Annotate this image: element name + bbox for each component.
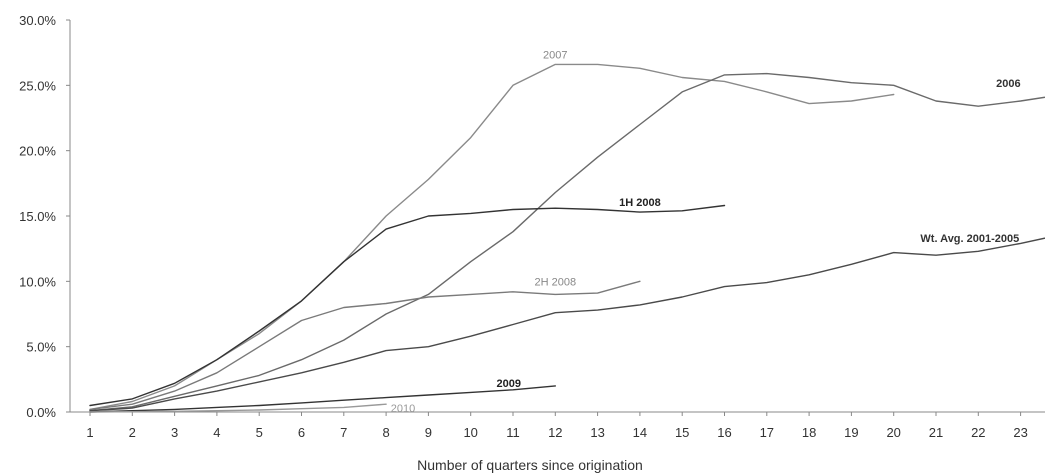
y-axis: 0.0% 5.0% 10.0% 15.0% 20.0% 25.0% 30.0%: [19, 13, 71, 420]
y-tick-label: 20.0%: [19, 144, 56, 159]
x-tick-label: 22: [971, 425, 985, 440]
series-line-2010: [89, 403, 387, 413]
x-tick-label: 16: [717, 425, 731, 440]
x-tick-label: 18: [802, 425, 816, 440]
x-tick-label: 5: [256, 425, 263, 440]
series-label: 2009: [497, 378, 521, 390]
y-tick-label: 25.0%: [19, 78, 56, 93]
series-line-2h-2008: [89, 280, 641, 411]
x-tick-label: 7: [340, 425, 347, 440]
x-tick-label: 10: [463, 425, 477, 440]
series-label: 1H 2008: [619, 197, 661, 209]
x-tick-label: 23: [1013, 425, 1027, 440]
y-tick-label: 15.0%: [19, 209, 56, 224]
x-tick-label: 17: [760, 425, 774, 440]
series-line-2007: [89, 63, 895, 411]
series-label: 2007: [543, 49, 567, 61]
x-tick-label: 12: [548, 425, 562, 440]
plot-area: [89, 63, 1045, 413]
x-axis-title: Number of quarters since origination: [417, 457, 643, 473]
x-tick-label: 14: [633, 425, 647, 440]
x-axis: 123456789101112131415161718192021222324: [70, 411, 1045, 440]
y-tick-label: 5.0%: [26, 340, 56, 355]
series-labels: 2007 2006 1H 2008 2H 2008 Wt. Avg. 2001-2005…: [391, 49, 1021, 415]
y-tick-label: 30.0%: [19, 13, 56, 28]
series-line-1h-2008: [89, 204, 726, 407]
x-tick-label: 20: [886, 425, 900, 440]
y-tick-label: 10.0%: [19, 274, 56, 289]
x-tick-label: 11: [506, 425, 520, 440]
x-tick-label: 4: [213, 425, 220, 440]
series-label: 2006: [996, 78, 1020, 90]
y-tick-label: 0.0%: [26, 405, 56, 420]
series-label: 2010: [391, 403, 415, 415]
x-tick-label: 3: [171, 425, 178, 440]
series-label: 2H 2008: [535, 276, 577, 288]
x-tick-label: 6: [298, 425, 305, 440]
series-line-2006: [89, 72, 1045, 412]
x-tick-label: 15: [675, 425, 689, 440]
x-tick-label: 19: [844, 425, 858, 440]
x-tick-label: 13: [590, 425, 604, 440]
x-tick-label: 2: [129, 425, 136, 440]
x-tick-label: 21: [929, 425, 943, 440]
x-tick-label: 8: [382, 425, 389, 440]
series-line-2009: [89, 385, 556, 413]
x-tick-label: 9: [425, 425, 432, 440]
series-line-wt-avg-2001-2005: [89, 237, 1045, 412]
series-label: Wt. Avg. 2001-2005: [920, 233, 1019, 245]
x-tick-label: 1: [86, 425, 93, 440]
